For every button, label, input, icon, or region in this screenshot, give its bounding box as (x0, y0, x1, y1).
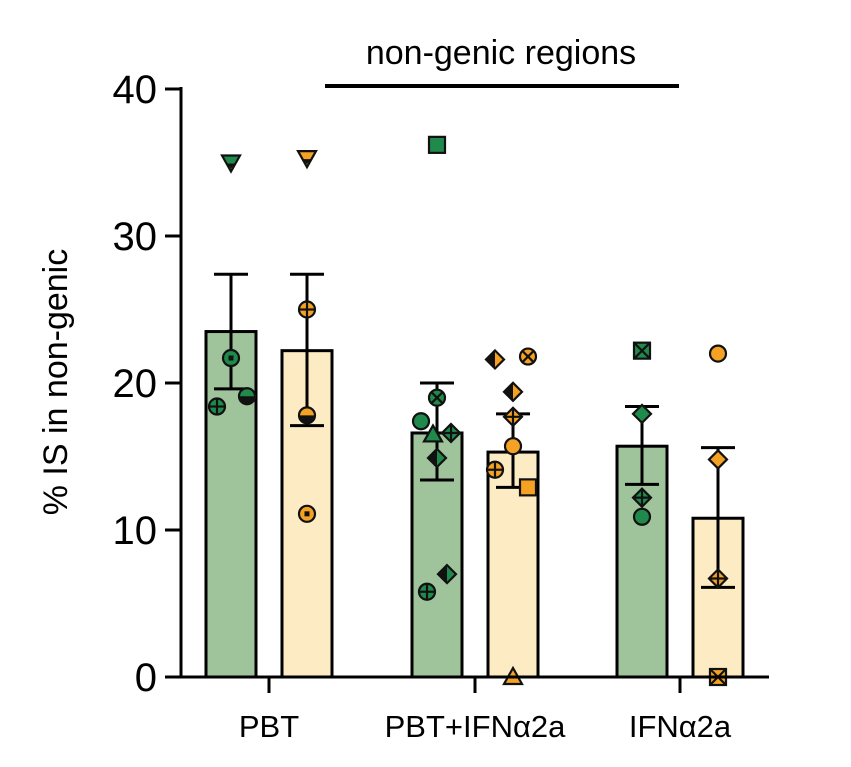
data-point (707, 448, 729, 470)
data-point (297, 300, 317, 319)
data-point (707, 567, 729, 590)
data-point (440, 422, 462, 444)
x-tick-label: PBT+IFNα2a (385, 709, 566, 744)
x-tick-label: IFNα2a (629, 709, 732, 744)
data-point (427, 135, 447, 154)
axes-layer: 0 10 20 30 40 PBT PBT+IFNα2a IFNα2a (113, 68, 769, 744)
data-point (518, 478, 538, 497)
data-point (503, 437, 523, 456)
y-tick-label: 10 (113, 509, 158, 553)
y-axis-label: % IS in non-genic (37, 249, 75, 516)
data-point (632, 341, 652, 360)
annotation-label: non-genic regions (366, 34, 636, 72)
data-point (237, 387, 257, 406)
data-point (436, 563, 458, 585)
data-point (631, 487, 653, 509)
data-point (411, 412, 431, 431)
data-point (296, 149, 318, 170)
y-tick-label: 40 (113, 68, 158, 112)
data-point (221, 348, 241, 368)
y-tick-label: 0 (135, 656, 157, 700)
bars-layer (204, 330, 745, 679)
data-point (631, 403, 653, 425)
data-point (220, 154, 242, 174)
x-tick-label: PBT (239, 709, 299, 744)
data-point (502, 381, 524, 403)
data-point (417, 582, 437, 601)
points-layer (207, 135, 729, 687)
data-point (632, 507, 652, 526)
y-tick-label: 30 (113, 215, 158, 259)
data-point (485, 460, 505, 479)
data-point (422, 423, 444, 443)
data-point (426, 447, 448, 469)
data-point (427, 388, 447, 407)
data-point (297, 504, 317, 523)
error-bar (290, 272, 324, 428)
y-tick-label: 20 (113, 362, 158, 406)
data-point (297, 406, 317, 425)
data-point (484, 348, 506, 371)
data-point (207, 397, 227, 416)
data-point (518, 347, 538, 366)
data-point (502, 406, 524, 428)
data-point (708, 344, 728, 363)
